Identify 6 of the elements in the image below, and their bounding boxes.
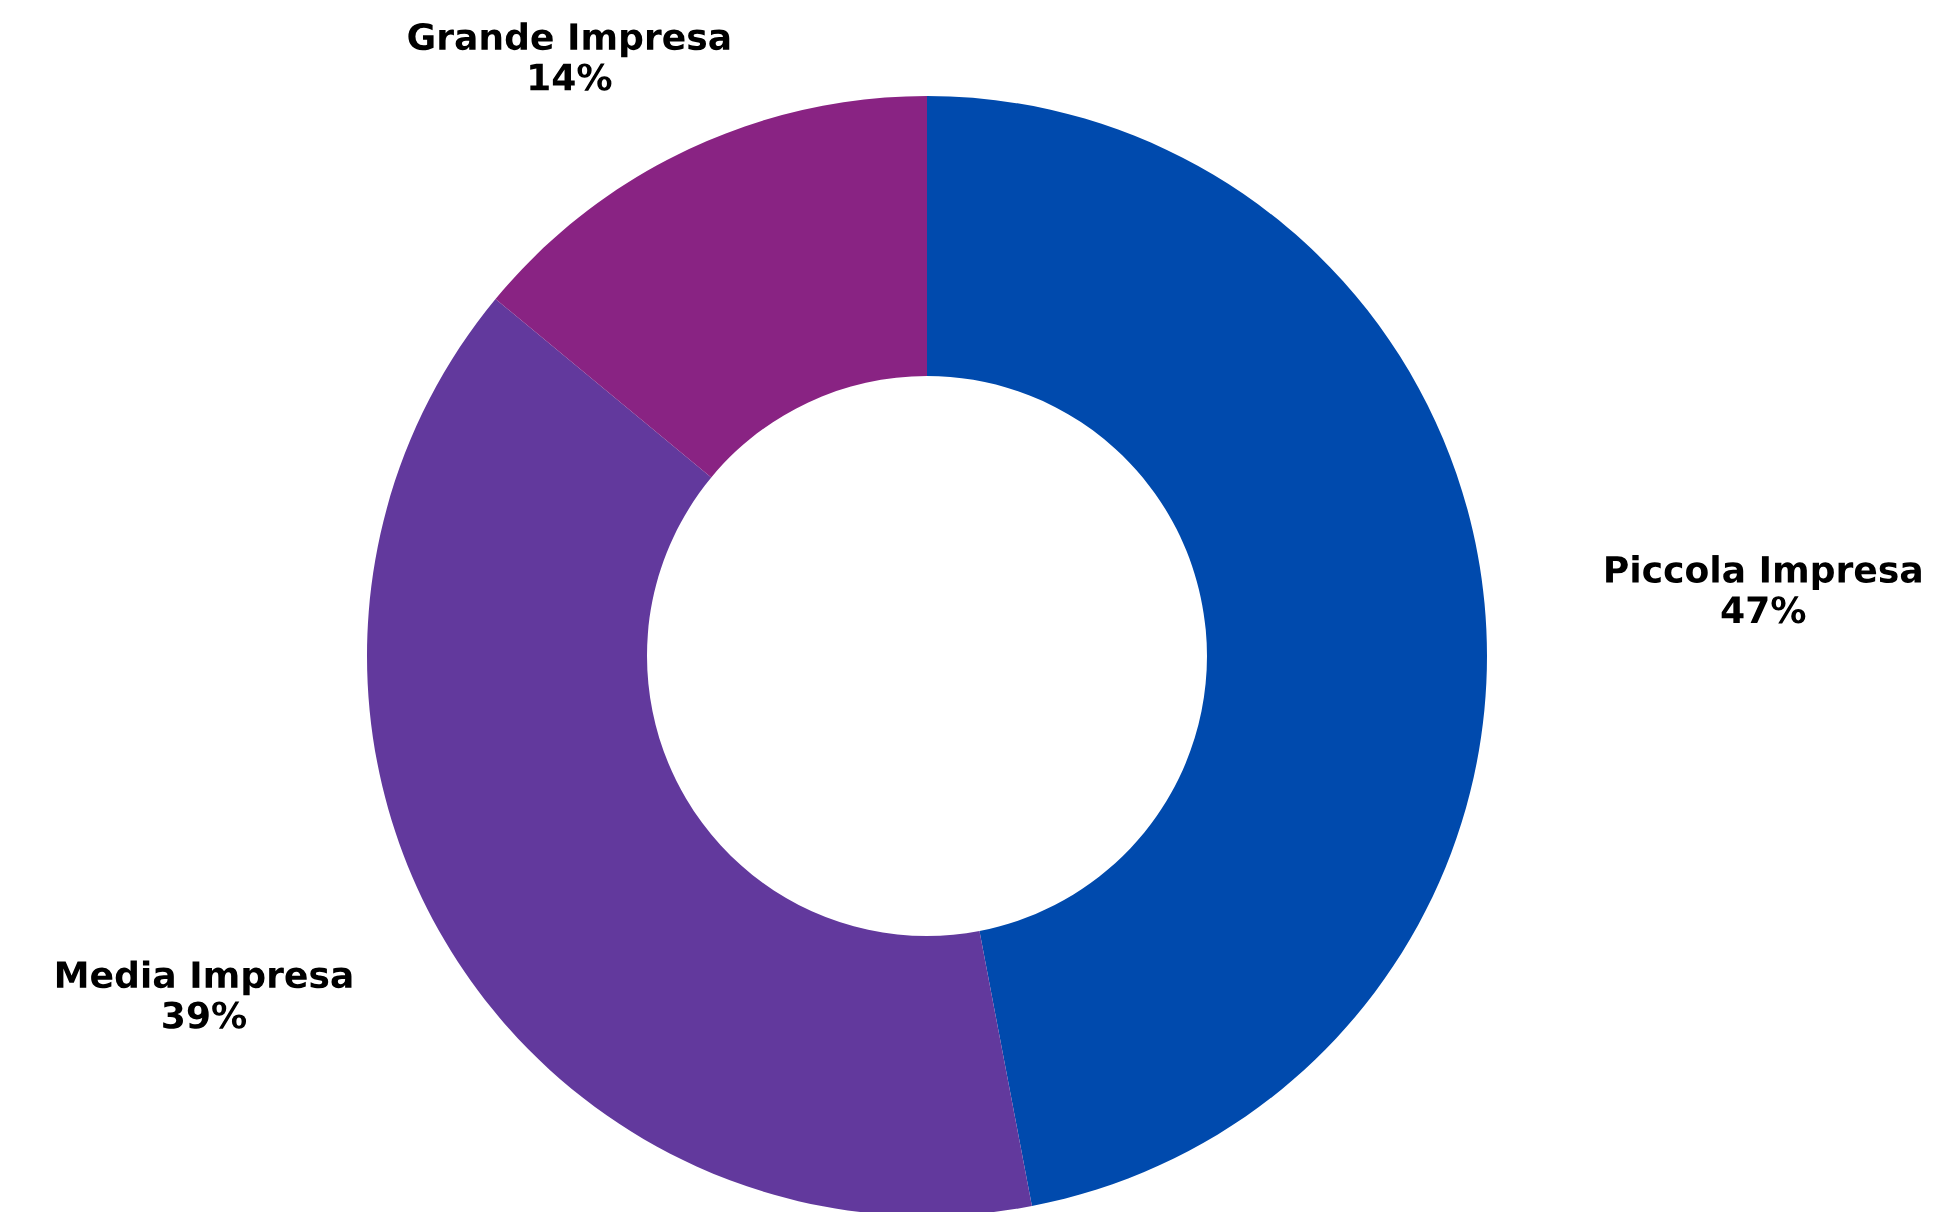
slice-label: Media Impresa: [56, 960, 352, 996]
slice-label: Grande Impresa: [408, 22, 730, 58]
data-label: 39%: [163, 1001, 247, 1029]
data-label: 14%: [530, 63, 612, 91]
data-label: 47%: [1721, 596, 1806, 624]
slice-label: Piccola Impresa: [1606, 555, 1921, 591]
